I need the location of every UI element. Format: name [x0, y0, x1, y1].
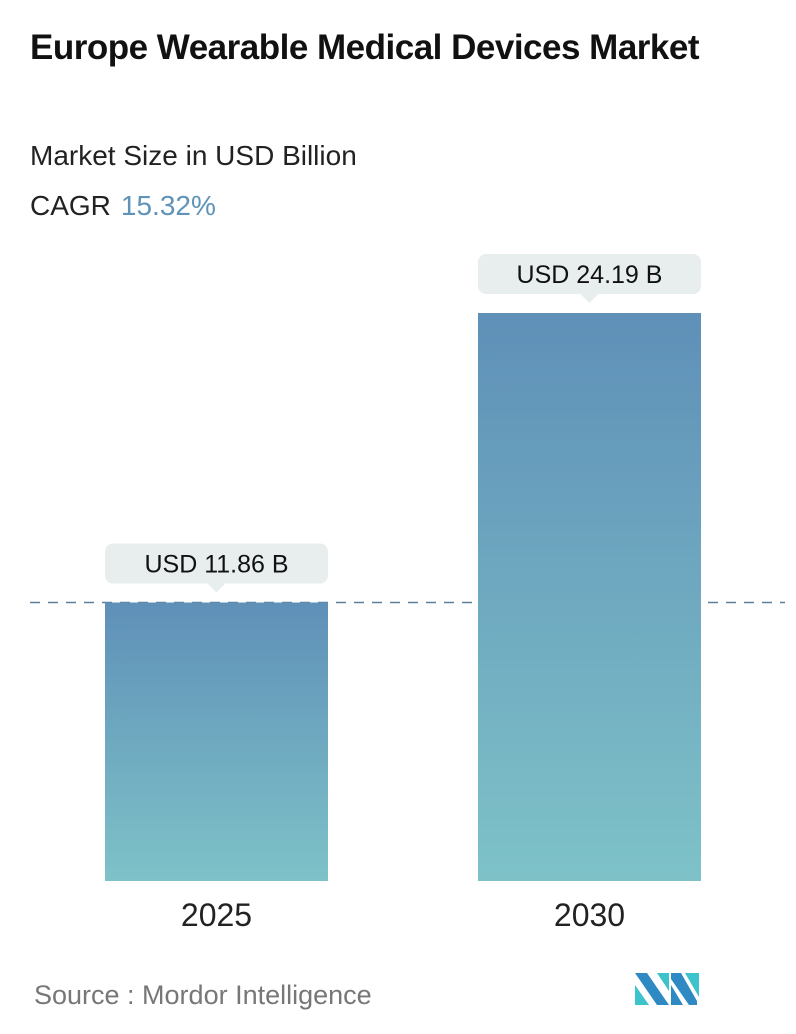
bar-2025: [105, 602, 328, 881]
cagr-label: CAGR: [30, 190, 111, 221]
data-label-bg: [105, 543, 328, 584]
data-label-bg: [478, 254, 701, 294]
data-label-pointer: [580, 294, 599, 303]
cagr-value: 15.32%: [120, 190, 216, 221]
cagr: CAGR 15.32%: [30, 190, 216, 222]
data-label: USD 24.19 B: [517, 261, 663, 289]
data-label-pointer: [207, 583, 226, 593]
data-label: USD 11.86 B: [144, 551, 288, 579]
x-tick-label: 2025: [181, 897, 252, 933]
x-tick-label: 2030: [554, 897, 625, 933]
source-text: Source : Mordor Intelligence: [34, 980, 372, 1010]
chart-subtitle: Market Size in USD Billion: [30, 140, 357, 171]
chart-title: Europe Wearable Medical Devices Market: [30, 28, 700, 67]
bar-2030: [478, 313, 701, 881]
mordor-logo: [635, 973, 699, 1005]
